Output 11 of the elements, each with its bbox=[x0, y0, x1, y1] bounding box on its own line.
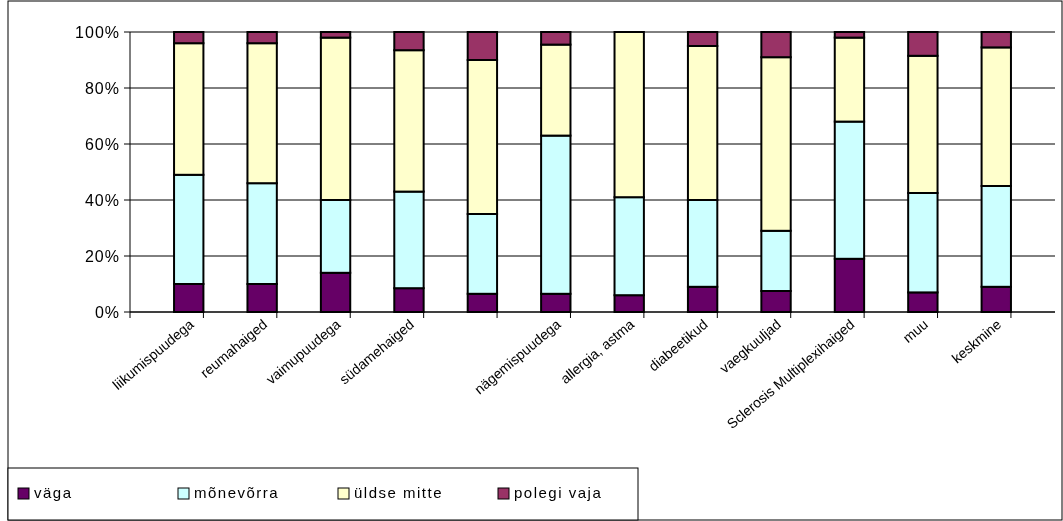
y-tick-label: 100% bbox=[75, 23, 120, 41]
x-tick-label: muu bbox=[899, 316, 931, 346]
y-tick-label: 80% bbox=[84, 79, 120, 97]
y-tick-label: 0% bbox=[94, 303, 120, 321]
legend-label: mõnevõrra bbox=[194, 484, 280, 501]
y-tick-label: 60% bbox=[84, 135, 120, 153]
legend-label: väga bbox=[34, 484, 73, 501]
y-tick-label: 40% bbox=[84, 191, 120, 209]
legend-label: polegi vaja bbox=[514, 484, 603, 501]
legend-label: üldse mitte bbox=[354, 484, 444, 501]
y-tick-label: 20% bbox=[84, 247, 120, 265]
